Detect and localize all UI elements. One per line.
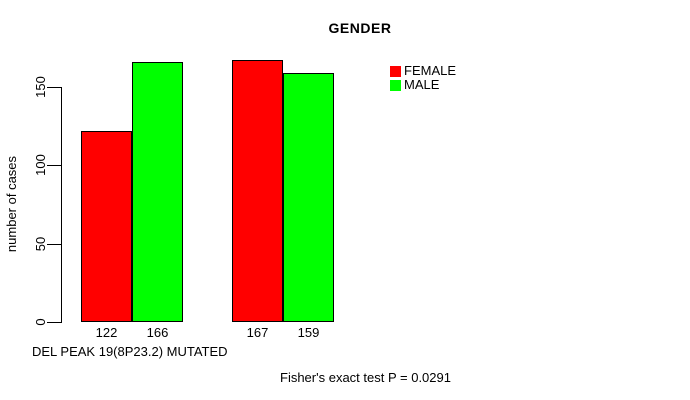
female-swatch-icon <box>390 65 401 77</box>
bar-male-group1 <box>132 62 183 322</box>
y-tick <box>47 87 61 88</box>
y-tick-label: 0 <box>33 318 48 326</box>
bar-female-group1 <box>81 131 132 322</box>
bar-male-group2 <box>283 73 334 322</box>
legend: FEMALE MALE <box>390 63 457 93</box>
male-swatch-icon <box>390 79 401 91</box>
legend-item-male: MALE <box>390 77 456 92</box>
bar-value-label: 122 <box>95 325 118 340</box>
y-axis-label: number of cases <box>4 155 19 253</box>
y-axis-line <box>61 87 62 323</box>
legend-item-female: FEMALE <box>390 63 457 78</box>
footnote-text: Fisher's exact test P = 0.0291 <box>280 370 451 385</box>
y-tick-label: 50 <box>33 236 48 252</box>
x-axis-label: DEL PEAK 19(8P23.2) MUTATED <box>32 344 228 359</box>
y-tick-label: 150 <box>33 76 48 98</box>
bar-value-label: 167 <box>246 325 269 340</box>
bar-value-label: 166 <box>146 325 169 340</box>
legend-label-male: MALE <box>404 77 440 92</box>
bar-female-group2 <box>232 60 283 322</box>
y-tick <box>47 244 61 245</box>
y-tick <box>47 322 61 323</box>
bar-value-label: 159 <box>297 325 320 340</box>
legend-label-female: FEMALE <box>404 63 457 78</box>
chart-title: GENDER <box>328 20 392 36</box>
y-tick <box>47 165 61 166</box>
y-tick-label: 100 <box>33 154 48 176</box>
